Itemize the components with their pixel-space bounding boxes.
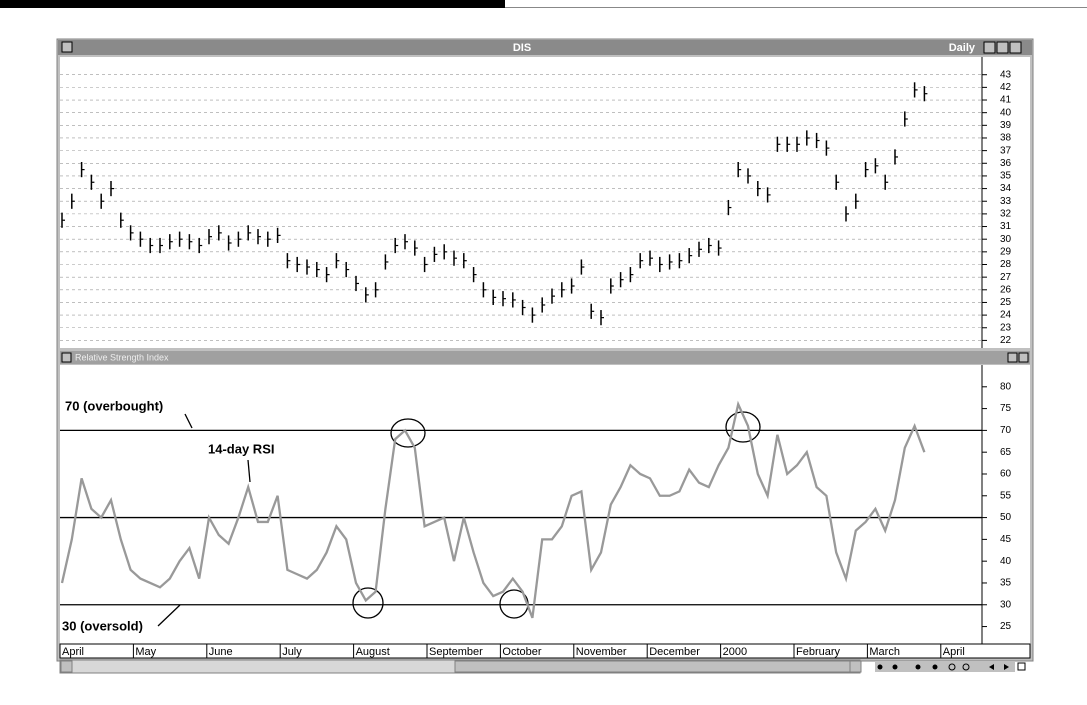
y-tick-label: 55: [1000, 490, 1012, 501]
y-tick-label: 43: [1000, 69, 1012, 80]
rsi-pane: [60, 365, 1030, 644]
close-button[interactable]: [1009, 41, 1022, 54]
y-tick-label: 37: [1000, 145, 1012, 156]
scroll-right[interactable]: [849, 660, 862, 673]
toolbar: [875, 662, 1026, 672]
y-tick-label: 35: [1000, 578, 1012, 589]
y-tick-label: 30: [1000, 599, 1012, 610]
pointer: [184, 413, 193, 429]
tool-icon[interactable]: [1004, 664, 1009, 670]
highlight: [390, 418, 426, 448]
price-pane: [60, 57, 1030, 348]
y-tick-label: 26: [1000, 284, 1012, 295]
y-tick-label: 70: [1000, 425, 1012, 436]
y-tick-label: 24: [1000, 310, 1012, 321]
tool-icon[interactable]: [915, 664, 921, 670]
highlight: [352, 587, 384, 619]
y-tick-label: 40: [1000, 556, 1012, 567]
y-tick-label: 28: [1000, 259, 1012, 270]
annotation: 30 (oversold): [62, 618, 143, 633]
y-tick-label: 41: [1000, 95, 1012, 106]
y-tick-label: 40: [1000, 107, 1012, 118]
x-tick-label: September: [429, 646, 483, 658]
x-tick-label: May: [135, 646, 156, 658]
y-tick-label: 38: [1000, 133, 1012, 144]
pointer: [157, 604, 181, 627]
tool-icon[interactable]: [962, 663, 970, 671]
y-tick-label: 31: [1000, 221, 1012, 232]
y-tick-label: 45: [1000, 534, 1012, 545]
y-tick-label: 65: [1000, 447, 1012, 458]
toolbar-strip: [875, 662, 1015, 672]
x-tick-label: October: [502, 646, 541, 658]
chart-title: DIS: [513, 42, 531, 54]
y-tick-label: 33: [1000, 196, 1012, 207]
maximize-button[interactable]: [996, 41, 1009, 54]
rsi-line: [60, 400, 926, 619]
y-tick-label: 50: [1000, 512, 1012, 523]
x-tick-label: April: [943, 646, 965, 658]
y-tick-label: 22: [1000, 335, 1012, 346]
scroll-thumb[interactable]: [454, 660, 851, 673]
tool-icon[interactable]: [948, 663, 956, 671]
top-bar: [0, 0, 505, 8]
x-tick-label: June: [209, 646, 233, 658]
tool-icon[interactable]: [989, 664, 994, 670]
x-tick-label: February: [796, 646, 841, 658]
rsi-title-bar: [60, 351, 1030, 364]
x-tick-label: August: [356, 646, 390, 658]
tool-icon[interactable]: [892, 664, 898, 670]
annotation: 70 (overbought): [65, 398, 163, 413]
rsi-close-button[interactable]: [1018, 352, 1029, 363]
y-tick-label: 42: [1000, 82, 1012, 93]
y-tick-label: 30: [1000, 234, 1012, 245]
y-tick-label: 25: [1000, 621, 1012, 632]
x-tick-label: 2000: [723, 646, 747, 658]
y-tick-label: 36: [1000, 158, 1012, 169]
period-label: Daily: [949, 42, 976, 54]
highlight: [725, 411, 761, 443]
y-tick-label: 60: [1000, 469, 1012, 480]
tool-icon[interactable]: [877, 664, 883, 670]
rsi-menu-button[interactable]: [61, 352, 72, 363]
rsi-title: Relative Strength Index: [75, 352, 169, 362]
y-tick-label: 25: [1000, 297, 1012, 308]
y-tick-label: 29: [1000, 246, 1012, 257]
x-tick-label: July: [282, 646, 302, 658]
x-tick-label: November: [576, 646, 627, 658]
scroll-left[interactable]: [60, 660, 73, 673]
tool-icon[interactable]: [1017, 662, 1026, 671]
tool-icon[interactable]: [932, 664, 938, 670]
x-tick-label: March: [869, 646, 900, 658]
y-tick-label: 80: [1000, 381, 1012, 392]
y-tick-label: 75: [1000, 403, 1012, 414]
y-tick-label: 23: [1000, 322, 1012, 333]
annotation: 14-day RSI: [208, 441, 274, 456]
y-tick-label: 39: [1000, 120, 1012, 131]
y-tick-label: 32: [1000, 209, 1012, 220]
x-tick-label: December: [649, 646, 700, 658]
rsi-max-button[interactable]: [1007, 352, 1018, 363]
y-tick-label: 35: [1000, 171, 1012, 182]
pointer: [247, 459, 251, 483]
y-tick-label: 34: [1000, 183, 1012, 194]
y-tick-label: 27: [1000, 272, 1012, 283]
title-bar: [58, 40, 1032, 55]
menu-button[interactable]: [61, 41, 73, 53]
minimize-button[interactable]: [983, 41, 996, 54]
x-tick-label: April: [62, 646, 84, 658]
